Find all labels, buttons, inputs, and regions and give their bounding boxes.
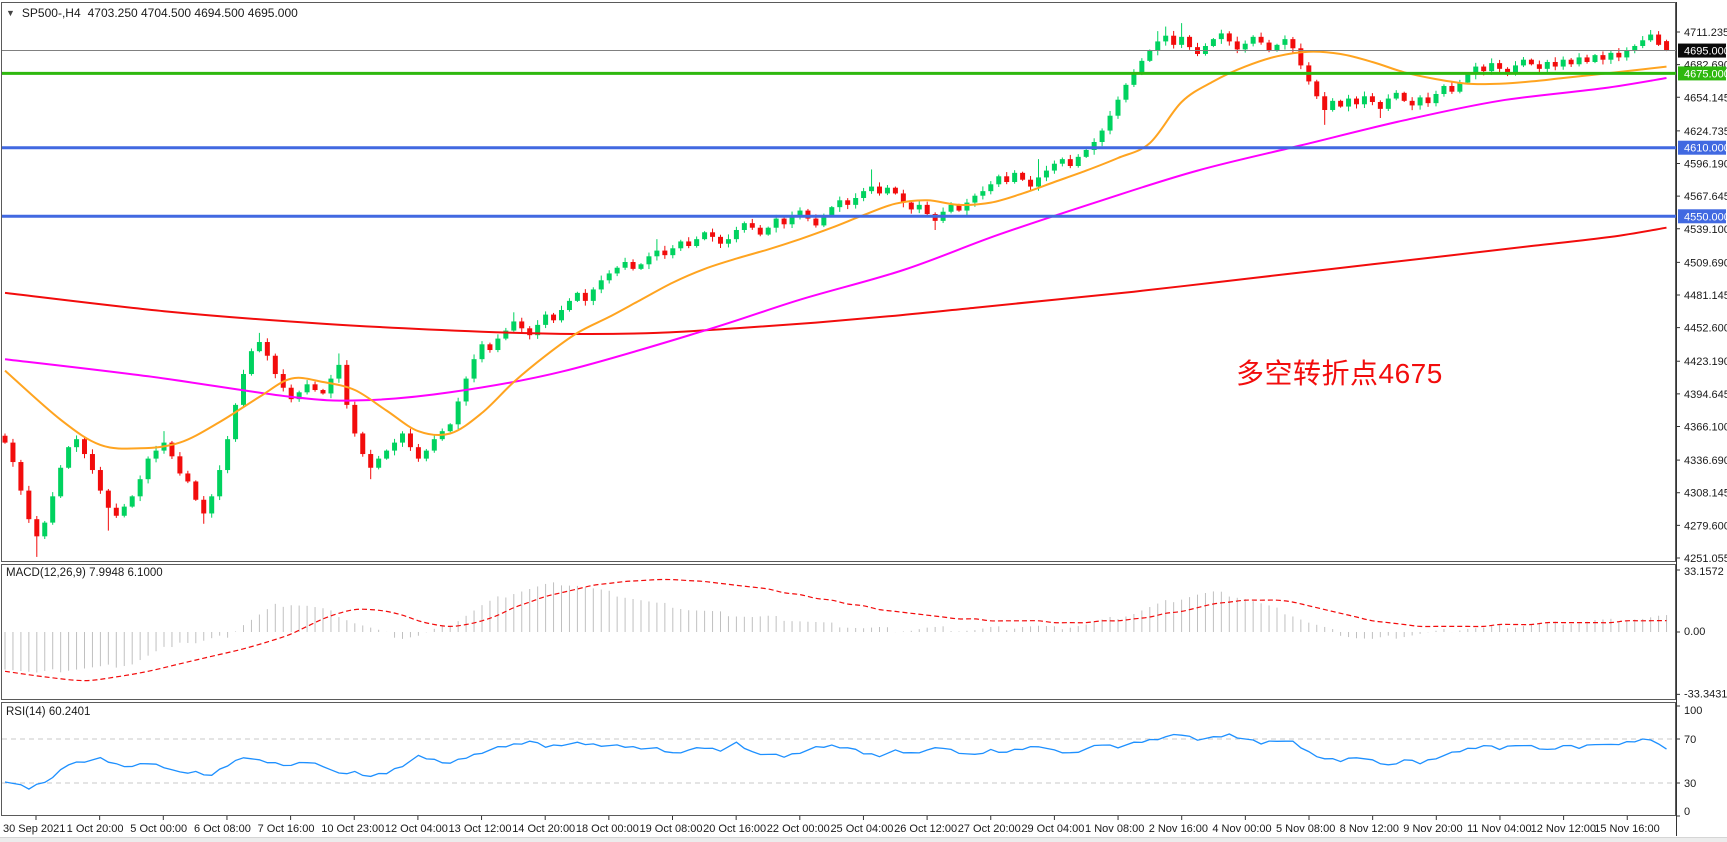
- symbol-period-label: SP500-,H4: [21, 6, 81, 20]
- price-axis-label: 4366.100: [1684, 421, 1727, 433]
- price-axis-label: 4481.145: [1684, 290, 1727, 302]
- price-axis-label: 4711.235: [1684, 27, 1727, 39]
- price-axis-label: 4654.145: [1684, 92, 1727, 104]
- rsi-axis: 100 70 30 0: [1676, 705, 1702, 818]
- macd-indicator-label: MACD(12,26,9) 7.9948 6.1000: [6, 567, 163, 579]
- macd-signal-line: [4, 578, 1667, 682]
- price-axis-label: 4394.645: [1684, 389, 1727, 401]
- time-axis-label: 26 Oct 12:00: [894, 823, 957, 835]
- price-badge: [1678, 140, 1726, 155]
- price-axis-label: 4539.100: [1684, 224, 1727, 236]
- time-axis-label: 29 Oct 04:00: [1021, 823, 1084, 835]
- price-axis-label: 4509.690: [1684, 257, 1727, 269]
- price-badge: [1678, 43, 1726, 58]
- horizontal-level-lines[interactable]: [2, 50, 1676, 218]
- rsi-axis-label: 0: [1684, 806, 1690, 818]
- price-axis[interactable]: 4711.2354682.6904654.1454624.7354596.190…: [1676, 27, 1727, 565]
- time-axis-label: 5 Nov 08:00: [1276, 823, 1335, 835]
- time-axis-label: 8 Nov 12:00: [1340, 823, 1399, 835]
- time-axis-label: 20 Oct 16:00: [703, 823, 766, 835]
- macd-axis-label: 33.1572: [1684, 566, 1724, 578]
- price-badge-text: 4610.000: [1684, 143, 1727, 155]
- price-axis-label: 4596.190: [1684, 158, 1727, 170]
- rsi-pane-surface[interactable]: [2, 703, 1675, 815]
- price-badge-text: 4695.000: [1684, 46, 1727, 58]
- time-axis-label: 10 Oct 23:00: [321, 823, 384, 835]
- price-axis-label: 4423.190: [1684, 356, 1727, 368]
- price-badge-text: 4675.000: [1684, 68, 1727, 80]
- time-axis-label: 2 Nov 16:00: [1149, 823, 1208, 835]
- rsi-axis-label: 70: [1684, 734, 1696, 746]
- ma-long-red[interactable]: [4, 226, 1667, 336]
- time-axis-label: 1 Oct 20:00: [67, 823, 124, 835]
- panel-borders: [1, 2, 1677, 836]
- price-axis-label: 4567.645: [1684, 191, 1727, 203]
- time-axis-label: 22 Oct 00:00: [767, 823, 830, 835]
- price-axis-label: 4308.145: [1684, 488, 1727, 500]
- rsi-level-lines: [2, 738, 1676, 784]
- main-chart-surface[interactable]: [1, 2, 1676, 562]
- time-axis-label: 9 Nov 20:00: [1403, 823, 1462, 835]
- bottom-scroll-strip[interactable]: [0, 837, 1727, 842]
- rsi-line: [4, 733, 1667, 790]
- time-axis-label: 27 Oct 20:00: [958, 823, 1021, 835]
- price-badge-text: 4550.000: [1684, 211, 1727, 223]
- time-axis-label: 6 Oct 08:00: [194, 823, 251, 835]
- time-axis-label: 7 Oct 16:00: [258, 823, 315, 835]
- price-axis-label: 4279.600: [1684, 520, 1727, 532]
- macd-axis: 33.1572 0.00 -33.3431: [1676, 566, 1727, 700]
- chart-title-bar: ▼ SP500-,H4 4703.250 4704.500 4694.500 4…: [6, 6, 298, 20]
- time-axis-label: 18 Oct 00:00: [576, 823, 639, 835]
- rsi-axis-label: 30: [1684, 778, 1696, 790]
- price-axis-label: 4336.690: [1684, 455, 1727, 467]
- time-axis-label: 25 Oct 04:00: [830, 823, 893, 835]
- ma-mid-magenta[interactable]: [4, 77, 1667, 402]
- macd-histogram: [4, 582, 1668, 673]
- time-axis-label: 13 Oct 12:00: [449, 823, 512, 835]
- price-badges: 4695.000 4675.000 4610.000 4550.000: [1678, 43, 1727, 224]
- time-axis-label: 1 Nov 08:00: [1085, 823, 1144, 835]
- price-axis-label: 4624.735: [1684, 126, 1727, 138]
- price-axis-label: 4251.055: [1684, 553, 1727, 565]
- macd-axis-label: 0.00: [1684, 626, 1705, 638]
- time-axis-label: 30 Sep 2021: [3, 823, 65, 835]
- symbol-dropdown-icon[interactable]: ▼: [6, 7, 15, 18]
- time-axis-label: 12 Oct 04:00: [385, 823, 448, 835]
- ohlc-values: 4703.250 4704.500 4694.500 4695.000: [87, 6, 298, 20]
- macd-axis-label: -33.3431: [1684, 688, 1727, 700]
- time-axis-label: 15 Nov 16:00: [1594, 823, 1659, 835]
- price-axis-label: 4452.600: [1684, 323, 1727, 335]
- time-axis-label: 12 Nov 12:00: [1531, 823, 1596, 835]
- price-badge: [1678, 209, 1726, 224]
- annotation-text[interactable]: 多空转折点4675: [1236, 358, 1443, 389]
- macd-pane-surface[interactable]: [2, 565, 1675, 699]
- rsi-axis-label: 100: [1684, 705, 1702, 717]
- time-axis-label: 11 Nov 04:00: [1467, 823, 1532, 835]
- time-axis-label: 4 Nov 00:00: [1212, 823, 1271, 835]
- rsi-indicator-label: RSI(14) 60.2401: [6, 706, 91, 718]
- time-axis-label: 19 Oct 08:00: [640, 823, 703, 835]
- time-axis[interactable]: 30 Sep 2021 1 Oct 20:00 5 Oct 00:00 6 Oct 0…: [3, 816, 1660, 835]
- time-axis-label: 14 Oct 20:00: [512, 823, 575, 835]
- price-badge: [1678, 66, 1726, 81]
- time-axis-label: 5 Oct 00:00: [130, 823, 187, 835]
